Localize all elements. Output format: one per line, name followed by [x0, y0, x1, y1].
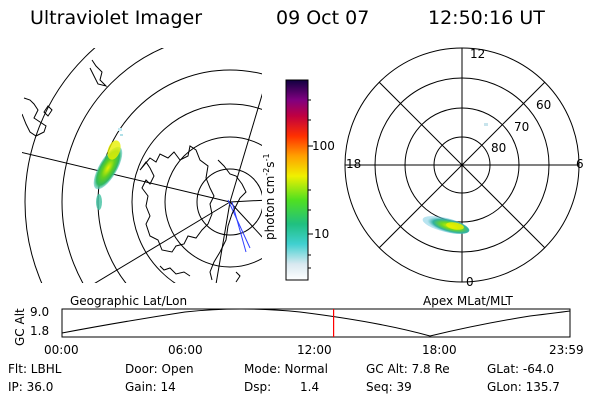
x-tick-1200: 12:00 [297, 343, 332, 357]
mode-label: Mode: Normal [244, 362, 328, 376]
mlt-label-6: 6 [576, 157, 584, 171]
x-tick-0600: 06:00 [168, 343, 203, 357]
altitude-curve [61, 308, 571, 337]
gc-alt-label: GC Alt: 7.8 Re [366, 362, 450, 376]
lon-line [22, 151, 231, 203]
filter-label: Flt: LBHL [8, 362, 62, 376]
gain-label: Gain: 14 [125, 380, 176, 394]
geographic-map [22, 48, 262, 283]
coastline [89, 59, 108, 87]
apex-title: Apex MLat/MLT [423, 294, 513, 308]
aurora-emission-apex [422, 123, 488, 234]
mlt-label-18: 18 [346, 157, 362, 171]
colorbar [285, 79, 313, 281]
page-title: Ultraviolet Imager [30, 7, 203, 29]
colorbar-label: photon cm-2s-1 [262, 153, 277, 240]
x-tick-0000: 00:00 [44, 343, 79, 357]
dsp-label: Dsp: [244, 380, 272, 394]
geographic-title: Geographic Lat/Lon [70, 294, 188, 308]
coastline-antarctica [139, 145, 215, 253]
altitude-timeline [61, 308, 571, 338]
y-tick-1.8: 1.8 [30, 324, 50, 338]
mlt-label-0: 0 [466, 275, 474, 289]
lon-line [229, 201, 262, 238]
colorbar-tick-10: 10 [314, 227, 330, 241]
ip-label: IP: 36.0 [8, 380, 54, 394]
terminator-line [227, 199, 251, 249]
lon-line [94, 201, 231, 283]
time-label: 12:50:16 UT [428, 7, 545, 29]
glat-label: GLat: -64.0 [487, 362, 554, 376]
timeline-ylabel: GC Alt [13, 308, 27, 346]
apex-polar-plot [344, 47, 580, 283]
lon-line [229, 199, 262, 203]
lat-circle [196, 168, 262, 236]
colorbar-tick-100: 100 [312, 139, 335, 153]
x-tick-2359: 23:59 [549, 343, 584, 357]
x-tick-1800: 18:00 [422, 343, 457, 357]
mlt-label-12: 12 [470, 47, 486, 61]
dsp-value: 1.4 [300, 380, 320, 394]
lat-circle [24, 48, 96, 283]
lat-circle [131, 103, 262, 283]
mlat-label-70: 70 [514, 120, 530, 134]
coastline [235, 271, 241, 283]
aurora-emission-geographic [93, 128, 123, 210]
coastline [159, 265, 191, 277]
door-label: Door: Open [125, 362, 194, 376]
lat-circle [61, 48, 165, 283]
seq-label: Seq: 39 [366, 380, 412, 394]
lon-line [229, 93, 262, 203]
coastline-antarctica [209, 159, 247, 281]
glon-label: GLon: 135.7 [487, 380, 560, 394]
mlat-label-60: 60 [536, 98, 552, 112]
coastline [43, 105, 53, 117]
mlt-line [374, 77, 550, 253]
date-label: 09 Oct 07 [276, 7, 370, 29]
lat-circle [164, 136, 262, 268]
mlat-label-80: 80 [491, 141, 507, 155]
coastline [22, 97, 47, 137]
y-tick-9: 9.0 [30, 305, 50, 319]
